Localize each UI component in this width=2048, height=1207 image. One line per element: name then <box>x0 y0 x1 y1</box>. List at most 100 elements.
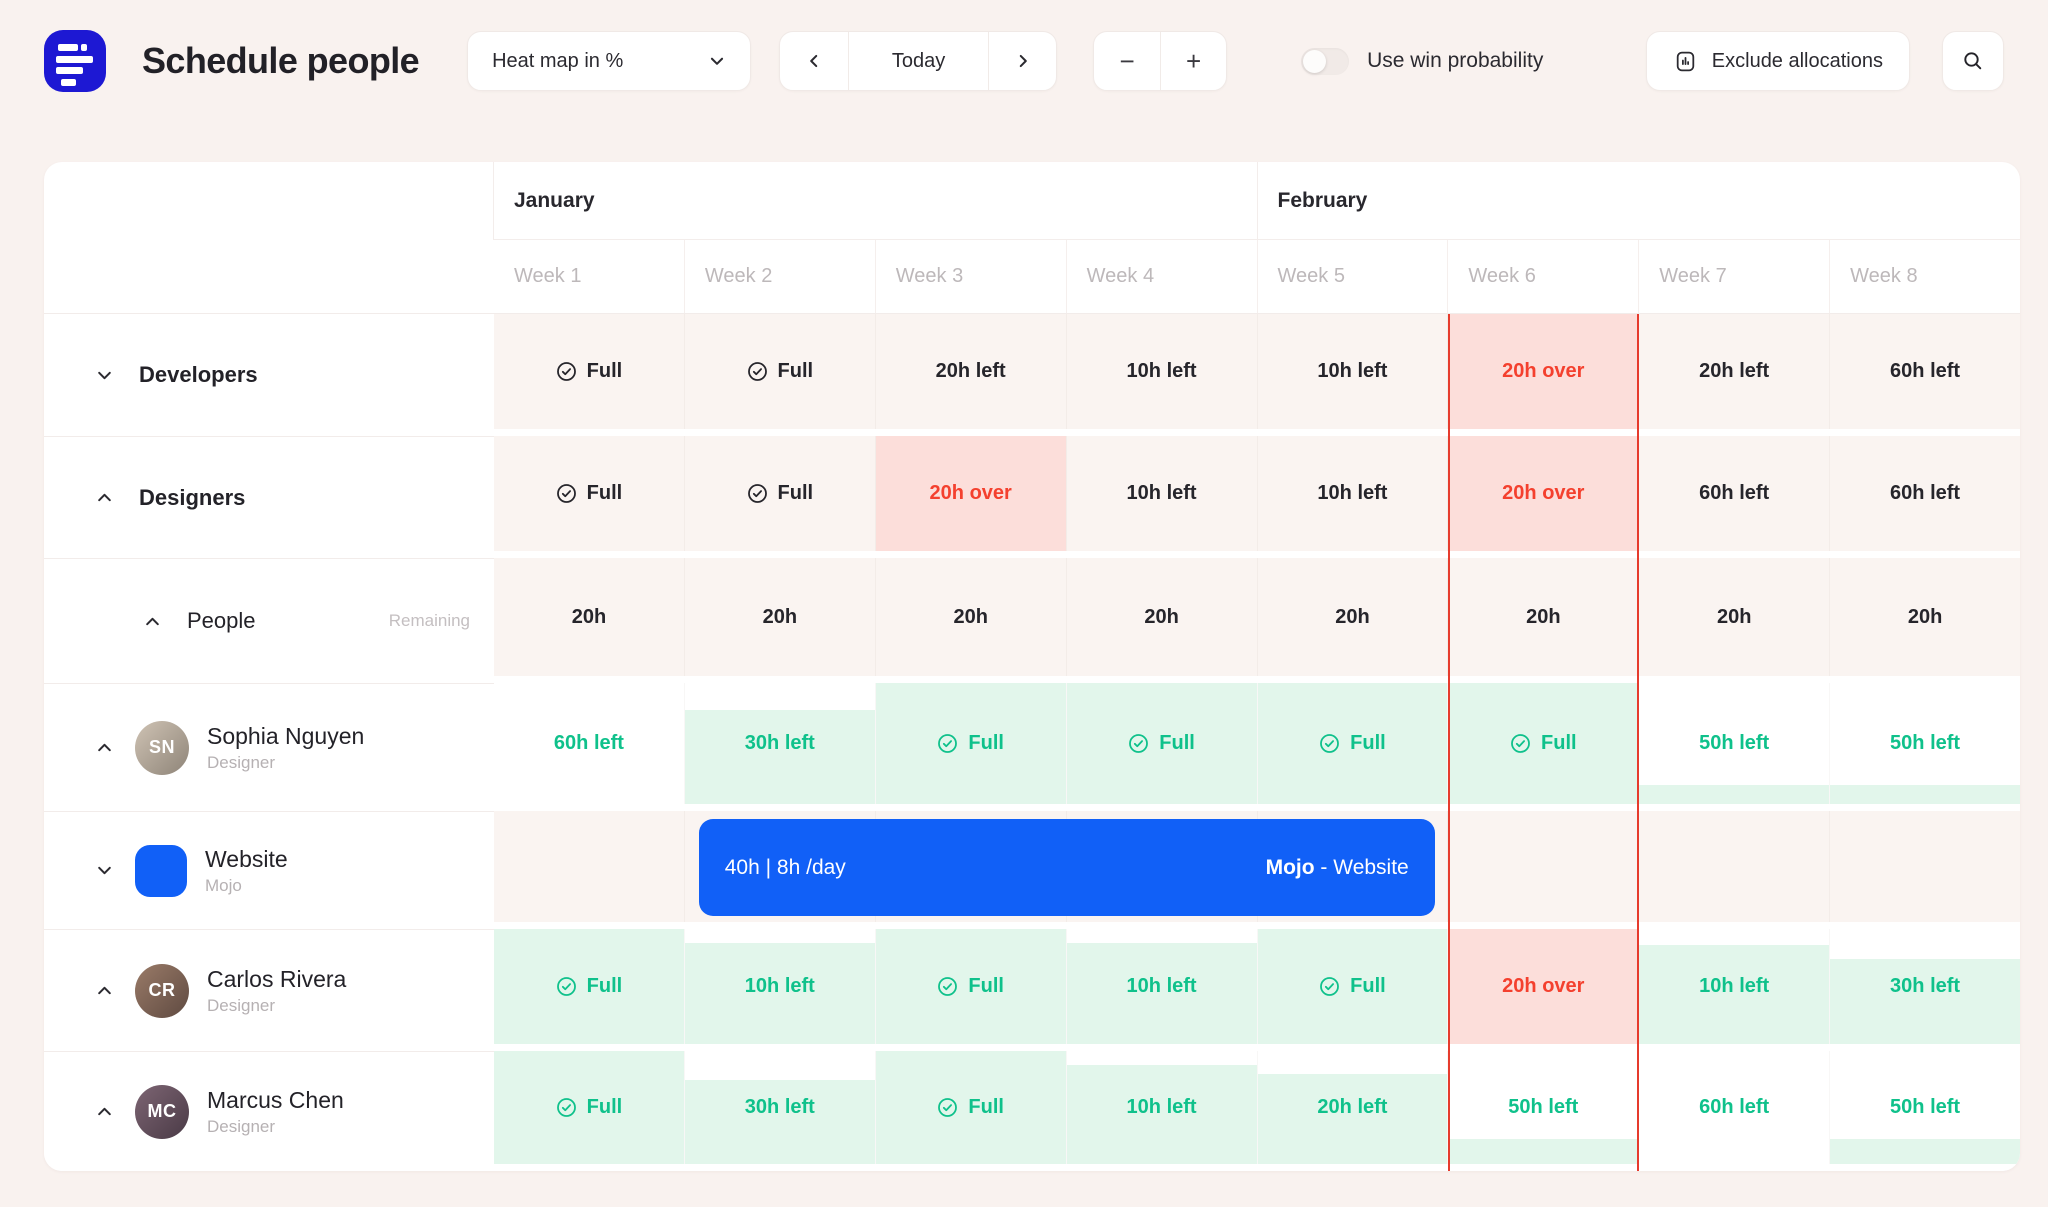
heatmap-cell[interactable]: Full <box>1256 683 1448 804</box>
heatmap-cell[interactable]: 20h <box>874 558 1066 676</box>
project-icon <box>135 844 187 897</box>
heatmap-cell[interactable]: 10h left <box>1065 1051 1257 1164</box>
heatmap-cell[interactable]: Full <box>683 436 875 551</box>
heatmap-cell[interactable]: 10h left <box>1256 314 1448 429</box>
heatmap-cell[interactable]: Full <box>874 929 1066 1044</box>
heatmap-cell[interactable]: 60h left <box>1638 436 1830 551</box>
app-logo-icon <box>44 30 106 92</box>
heatmap-cell[interactable] <box>1829 811 2020 922</box>
full-check-icon <box>1511 734 1530 753</box>
row-head-people[interactable]: People Remaining <box>44 558 494 683</box>
heatmap-cell[interactable]: 60h left <box>494 683 684 804</box>
today-button[interactable]: Today <box>848 32 988 90</box>
person-role: Designer <box>207 1116 276 1136</box>
heatmap-cell[interactable]: 50h left <box>1638 683 1830 804</box>
heatmap-cell[interactable]: 50h left <box>1829 1051 2020 1164</box>
heatmap-cell[interactable] <box>494 811 684 922</box>
cell-value: Full <box>556 360 622 383</box>
over-allocation-fill <box>875 436 1066 551</box>
heatmap-cell[interactable]: 20h left <box>1638 314 1830 429</box>
cell-value: 10h left <box>744 975 815 997</box>
win-probability-toggle[interactable] <box>1301 47 1350 75</box>
cell-value: 20h <box>1335 605 1370 628</box>
heatmap-cell[interactable]: 60h left <box>1829 436 2020 551</box>
row-head-sophia-nguyen[interactable]: SN Sophia Nguyen Designer <box>44 683 494 811</box>
cell-value: Full <box>556 1096 622 1119</box>
heatmap-view-select[interactable]: Heat map in % <box>467 31 752 91</box>
heatmap-cell[interactable]: 10h left <box>1065 436 1257 551</box>
heatmap-cell[interactable]: 20h <box>1256 558 1448 676</box>
full-check-icon <box>938 977 958 996</box>
row-head-carlos-rivera[interactable]: CR Carlos Rivera Designer <box>44 929 494 1051</box>
heatmap-cell[interactable]: 10h left <box>683 929 875 1044</box>
full-check-icon <box>556 362 576 381</box>
heatmap-cell[interactable]: 50h left <box>1447 1051 1639 1164</box>
heatmap-cell[interactable]: 10h left <box>1256 436 1448 551</box>
cell-value: 10h left <box>1126 975 1197 997</box>
heatmap-cell[interactable]: Full <box>494 929 684 1044</box>
cell-value: Full <box>937 732 1004 755</box>
row-head-marcus-chen[interactable]: MC Marcus Chen Designer <box>44 1051 494 1171</box>
month-label: January <box>494 162 1257 240</box>
chevron-up-icon <box>98 743 111 752</box>
heatmap-cell[interactable]: 30h left <box>683 683 875 804</box>
heatmap-cell[interactable]: 20h over <box>1447 314 1639 429</box>
heatmap-cell[interactable]: 20h left <box>1256 1051 1448 1164</box>
heatmap-cell[interactable] <box>1447 811 1639 922</box>
heatmap-cell[interactable]: Full <box>683 314 875 429</box>
cell-value: 20h <box>1716 605 1752 628</box>
row-head-designers[interactable]: Designers <box>44 436 494 558</box>
row-head-website[interactable]: Website Mojo <box>44 811 494 929</box>
schedule-row-developers: Developers Full Full 20h left 10h left 10h le… <box>44 314 2020 436</box>
prev-week-button[interactable] <box>780 32 848 90</box>
zoom-in-button[interactable]: + <box>1160 32 1226 90</box>
heatmap-cell[interactable]: 20h over <box>874 436 1066 551</box>
heatmap-cell[interactable]: Full <box>1065 683 1257 804</box>
row-head-developers[interactable]: Developers <box>44 314 494 436</box>
full-check-icon <box>1320 734 1340 753</box>
heatmap-cell[interactable]: 10h left <box>1065 929 1257 1044</box>
cell-value: 60h left <box>1699 1096 1770 1118</box>
schedule-row-marcus-chen: MC Marcus Chen Designer Full 30h left Full 10h… <box>44 1051 2020 1171</box>
next-week-button[interactable] <box>988 32 1056 90</box>
heatmap-cell[interactable]: 30h left <box>1829 929 2020 1044</box>
heatmap-cell[interactable]: 20h <box>1447 558 1639 676</box>
heatmap-cell[interactable]: 20h left <box>874 314 1066 429</box>
cell-value: Full <box>1319 732 1386 755</box>
heatmap-cell[interactable]: 60h left <box>1638 1051 1829 1164</box>
heatmap-cell[interactable]: 30h left <box>683 1051 875 1164</box>
search-button[interactable] <box>1942 31 2004 91</box>
heatmap-cell[interactable]: Full <box>494 314 684 429</box>
heatmap-cell[interactable]: 20h over <box>1447 929 1639 1044</box>
schedule-row-designers: Designers Full Full 20h over 10h left 10h lef… <box>44 436 2020 558</box>
heatmap-cell[interactable]: 20h <box>1065 558 1257 676</box>
cell-value: 20h <box>953 605 988 628</box>
heatmap-cell[interactable] <box>1638 811 1830 922</box>
heatmap-cell[interactable]: Full <box>1256 929 1448 1044</box>
heatmap-cell[interactable]: Full <box>874 1051 1066 1164</box>
date-nav-group: Today <box>779 31 1058 91</box>
allocation-fill <box>1257 1073 1448 1164</box>
heatmap-cell[interactable]: Full <box>494 1051 684 1164</box>
cell-value: 20h <box>762 605 798 628</box>
week-header-row: Week 1 Week 2 Week 3 Week 4 Week 5 Week 6 Week… <box>44 240 2020 314</box>
heatmap-cell[interactable]: 10h left <box>1638 929 1830 1044</box>
allocation-bar[interactable]: 40h | 8h /day Mojo - Website <box>698 819 1435 916</box>
heatmap-cell[interactable]: 60h left <box>1829 314 2020 429</box>
heatmap-cell[interactable]: 10h left <box>1065 314 1257 429</box>
heatmap-cell[interactable]: 20h <box>683 558 875 676</box>
heatmap-cell[interactable]: 20h <box>1638 558 1830 676</box>
zoom-out-button[interactable]: − <box>1119 45 1135 76</box>
heatmap-cell[interactable]: Full <box>1447 683 1639 804</box>
heatmap-cell[interactable]: 20h over <box>1447 436 1639 551</box>
chevron-down-icon <box>98 371 111 379</box>
allocation-fill <box>684 942 875 1044</box>
exclude-allocations-button[interactable]: Exclude allocations <box>1645 31 1910 91</box>
heatmap-cell[interactable]: Full <box>494 436 684 551</box>
heatmap-cell[interactable]: 50h left <box>1829 683 2020 804</box>
full-check-icon <box>556 1098 576 1117</box>
heatmap-cell[interactable]: 20h <box>1829 558 2020 676</box>
heatmap-cell[interactable]: Full <box>874 683 1066 804</box>
heatmap-cell[interactable]: 20h <box>494 558 684 676</box>
schedule-row-people: People Remaining 20h 20h 20h 20h 20h 20h 20h 20h <box>44 558 2020 683</box>
